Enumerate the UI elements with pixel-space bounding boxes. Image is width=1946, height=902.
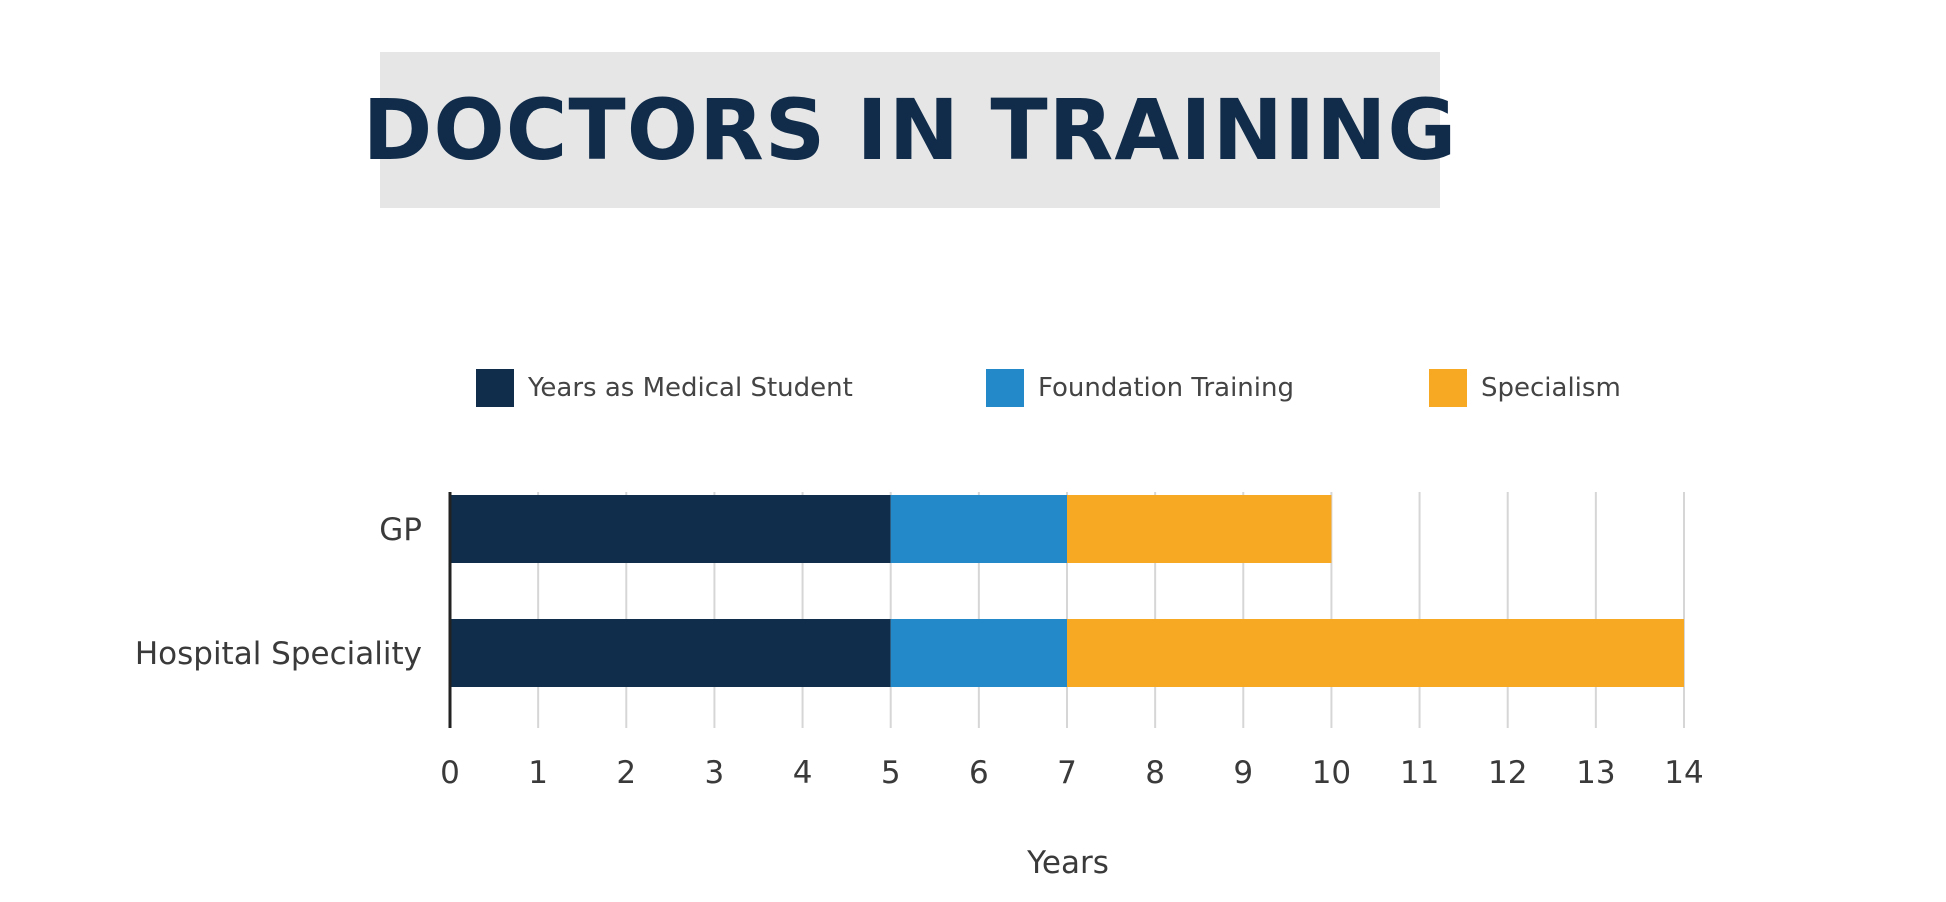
x-tick-label-10: 10 <box>1312 755 1351 791</box>
x-tick-label-14: 14 <box>1664 755 1703 791</box>
bar-1-0 <box>450 619 891 687</box>
x-tick-label-9: 9 <box>1233 755 1253 791</box>
x-tick-label-0: 0 <box>440 755 460 791</box>
x-tick-label-4: 4 <box>793 755 813 791</box>
bar-0-1 <box>890 495 1067 563</box>
legend-swatch-medical-student <box>476 369 514 407</box>
legend-item-specialism: Specialism <box>1429 368 1621 408</box>
x-tick-label-3: 3 <box>705 755 725 791</box>
bar-0-2 <box>1067 495 1332 563</box>
x-tick-label-5: 5 <box>881 755 901 791</box>
legend-item-foundation-training: Foundation Training <box>986 368 1294 408</box>
bar-1-2 <box>1067 619 1684 687</box>
legend-label-foundation-training: Foundation Training <box>1038 373 1294 403</box>
legend-label-specialism: Specialism <box>1481 373 1621 403</box>
x-tick-label-2: 2 <box>616 755 636 791</box>
bar-0-0 <box>450 495 891 563</box>
x-tick-label-1: 1 <box>528 755 548 791</box>
legend-item-medical-student: Years as Medical Student <box>476 368 853 408</box>
x-tick-label-6: 6 <box>969 755 989 791</box>
x-axis-title: Years <box>1026 845 1109 881</box>
title-banner: DOCTORS IN TRAINING <box>363 52 1456 208</box>
legend-label-medical-student: Years as Medical Student <box>528 373 853 403</box>
category-label-1: Hospital Speciality <box>135 636 422 672</box>
x-tick-label-7: 7 <box>1057 755 1077 791</box>
legend-swatch-specialism <box>1429 369 1467 407</box>
x-tick-label-12: 12 <box>1488 755 1527 791</box>
x-tick-label-11: 11 <box>1400 755 1439 791</box>
legend: Years as Medical Student Foundation Trai… <box>0 368 1946 408</box>
category-label-0: GP <box>379 512 422 548</box>
x-tick-label-8: 8 <box>1145 755 1165 791</box>
chart-title: DOCTORS IN TRAINING <box>362 81 1458 179</box>
bar-1-1 <box>890 619 1067 687</box>
x-tick-label-13: 13 <box>1576 755 1615 791</box>
legend-swatch-foundation-training <box>986 369 1024 407</box>
